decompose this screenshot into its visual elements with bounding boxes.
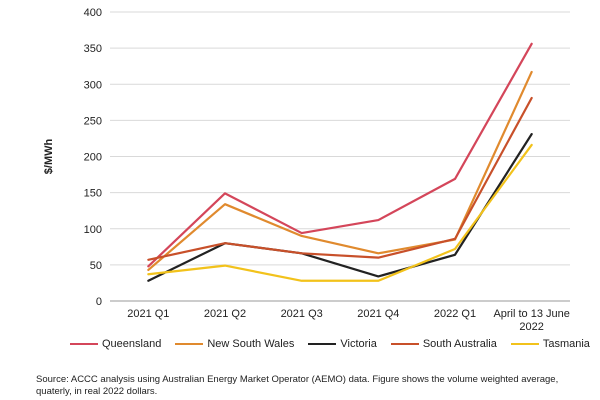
legend-label: Queensland	[102, 338, 162, 350]
y-tick-label: 0	[96, 296, 102, 308]
y-axis-title: $/MWh	[43, 139, 55, 175]
y-tick-label: 100	[84, 224, 102, 236]
legend-item-queensland: Queensland	[70, 338, 161, 350]
legend-label: South Australia	[422, 338, 497, 350]
x-tick-label: April to 13 June 2022	[493, 308, 569, 333]
y-tick-label: 50	[90, 260, 102, 272]
y-tick-label: 400	[84, 7, 102, 19]
chart-legend: Queensland New South Wales Victoria South A…	[70, 338, 600, 350]
legend-swatch	[510, 343, 539, 345]
legend-swatch	[70, 343, 98, 345]
x-tick-label: 2021 Q4	[357, 308, 399, 320]
source-note: Source: ACCC analysis using Australian E…	[36, 374, 559, 397]
legend-label: New South Wales	[207, 338, 295, 350]
legend-swatch	[390, 343, 419, 345]
y-tick-label: 350	[84, 43, 102, 55]
legend-swatch	[175, 343, 204, 345]
x-tick-label: 2021 Q3	[281, 308, 323, 320]
legend-label: Tasmania	[542, 338, 590, 350]
line-chart: 0 50 100 150 200 250 300 350 400 $/MWh 2021 Q1 2021…	[43, 7, 570, 333]
legend-swatch	[308, 343, 337, 345]
y-tick-label: 300	[84, 79, 102, 91]
legend-item-tasmania: Tasmania	[510, 338, 590, 350]
y-tick-label: 200	[84, 152, 102, 164]
y-tick-label: 250	[84, 115, 102, 127]
x-tick-label: 2021 Q2	[204, 308, 246, 320]
legend-item-south-australia: South Australia	[390, 338, 497, 350]
legend-item-new-south-wales: New South Wales	[175, 338, 294, 350]
series-line-new-south-wales	[147, 70, 533, 272]
x-tick-label: 2022 Q1	[434, 308, 476, 320]
series-line-south-australia	[147, 96, 533, 261]
y-tick-label: 150	[84, 188, 102, 200]
x-tick-label: 2021 Q1	[127, 308, 169, 320]
series-line-victoria	[147, 133, 533, 282]
series-line-queensland	[147, 42, 533, 268]
legend-label: Victoria	[340, 338, 377, 350]
series-line-tasmania	[147, 143, 533, 282]
legend-item-victoria: Victoria	[308, 338, 377, 350]
